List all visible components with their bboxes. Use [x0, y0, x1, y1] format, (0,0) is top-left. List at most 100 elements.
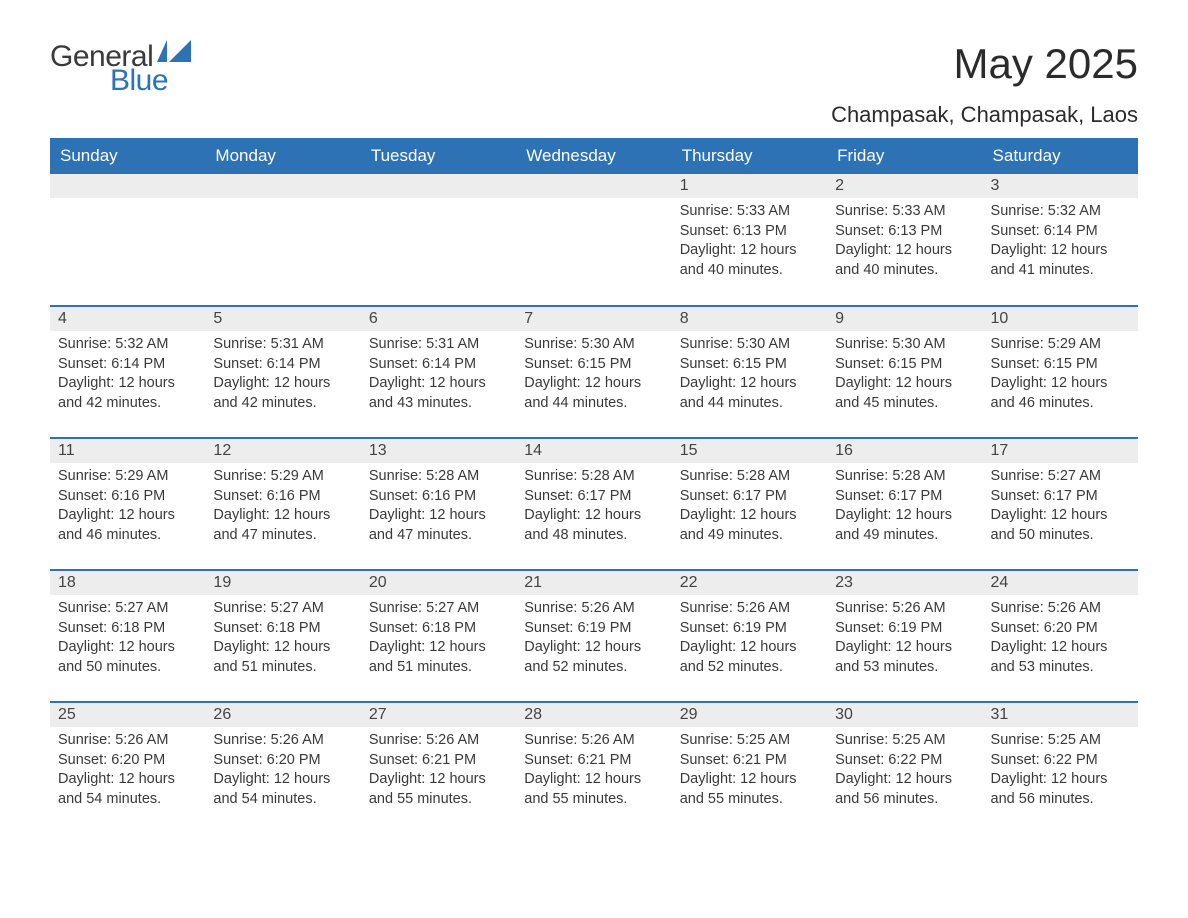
daylight-line2: and 55 minutes. [680, 790, 819, 810]
sunrise-text: Sunrise: 5:32 AM [991, 202, 1130, 222]
day-number: 1 [672, 174, 827, 198]
day-number: 23 [827, 571, 982, 595]
calendar-day-cell: 26Sunrise: 5:26 AMSunset: 6:20 PMDayligh… [205, 702, 360, 834]
day-number: 31 [983, 703, 1138, 727]
sunrise-text: Sunrise: 5:26 AM [835, 599, 974, 619]
sunset-text: Sunset: 6:14 PM [991, 222, 1130, 242]
daylight-line2: and 45 minutes. [835, 394, 974, 414]
day-details: Sunrise: 5:29 AMSunset: 6:16 PMDaylight:… [50, 463, 205, 553]
day-number: 12 [205, 439, 360, 463]
calendar-day-cell: 22Sunrise: 5:26 AMSunset: 6:19 PMDayligh… [672, 570, 827, 702]
daylight-line1: Daylight: 12 hours [835, 241, 974, 261]
calendar-day-cell: 28Sunrise: 5:26 AMSunset: 6:21 PMDayligh… [516, 702, 671, 834]
calendar-day-cell: 4Sunrise: 5:32 AMSunset: 6:14 PMDaylight… [50, 306, 205, 438]
calendar-day-cell: 2Sunrise: 5:33 AMSunset: 6:13 PMDaylight… [827, 174, 982, 306]
day-details: Sunrise: 5:31 AMSunset: 6:14 PMDaylight:… [205, 331, 360, 421]
daylight-line2: and 40 minutes. [835, 261, 974, 281]
sunset-text: Sunset: 6:22 PM [991, 751, 1130, 771]
day-details: Sunrise: 5:26 AMSunset: 6:19 PMDaylight:… [827, 595, 982, 685]
calendar-day-cell: 17Sunrise: 5:27 AMSunset: 6:17 PMDayligh… [983, 438, 1138, 570]
day-details: Sunrise: 5:33 AMSunset: 6:13 PMDaylight:… [672, 198, 827, 288]
day-number: 8 [672, 307, 827, 331]
daylight-line1: Daylight: 12 hours [213, 506, 352, 526]
daylight-line1: Daylight: 12 hours [58, 770, 197, 790]
day-number: 9 [827, 307, 982, 331]
daylight-line2: and 47 minutes. [369, 526, 508, 546]
day-number: 4 [50, 307, 205, 331]
day-number: 6 [361, 307, 516, 331]
weekday-monday: Monday [205, 138, 360, 174]
daylight-line2: and 56 minutes. [991, 790, 1130, 810]
daylight-line1: Daylight: 12 hours [213, 770, 352, 790]
sunset-text: Sunset: 6:15 PM [835, 355, 974, 375]
day-number: 30 [827, 703, 982, 727]
sunset-text: Sunset: 6:14 PM [58, 355, 197, 375]
calendar-day-cell: 5Sunrise: 5:31 AMSunset: 6:14 PMDaylight… [205, 306, 360, 438]
sunrise-text: Sunrise: 5:30 AM [680, 335, 819, 355]
sunset-text: Sunset: 6:21 PM [369, 751, 508, 771]
daylight-line2: and 47 minutes. [213, 526, 352, 546]
daylight-line1: Daylight: 12 hours [835, 638, 974, 658]
sunset-text: Sunset: 6:13 PM [680, 222, 819, 242]
calendar-day-cell: 29Sunrise: 5:25 AMSunset: 6:21 PMDayligh… [672, 702, 827, 834]
sunset-text: Sunset: 6:16 PM [58, 487, 197, 507]
day-details: Sunrise: 5:27 AMSunset: 6:17 PMDaylight:… [983, 463, 1138, 553]
day-details: Sunrise: 5:26 AMSunset: 6:20 PMDaylight:… [983, 595, 1138, 685]
day-number-empty [516, 174, 671, 198]
month-title: May 2025 [831, 40, 1138, 88]
day-details: Sunrise: 5:25 AMSunset: 6:22 PMDaylight:… [827, 727, 982, 817]
day-number: 21 [516, 571, 671, 595]
day-number: 10 [983, 307, 1138, 331]
daylight-line2: and 55 minutes. [369, 790, 508, 810]
sunset-text: Sunset: 6:17 PM [991, 487, 1130, 507]
daylight-line2: and 56 minutes. [835, 790, 974, 810]
calendar-week-row: 4Sunrise: 5:32 AMSunset: 6:14 PMDaylight… [50, 306, 1138, 438]
daylight-line1: Daylight: 12 hours [213, 638, 352, 658]
calendar-day-cell [50, 174, 205, 306]
calendar-table: Sunday Monday Tuesday Wednesday Thursday… [50, 138, 1138, 834]
sunrise-text: Sunrise: 5:29 AM [58, 467, 197, 487]
sunrise-text: Sunrise: 5:26 AM [524, 731, 663, 751]
day-details: Sunrise: 5:30 AMSunset: 6:15 PMDaylight:… [516, 331, 671, 421]
day-number: 29 [672, 703, 827, 727]
sunrise-text: Sunrise: 5:28 AM [680, 467, 819, 487]
sunrise-text: Sunrise: 5:28 AM [369, 467, 508, 487]
calendar-week-row: 11Sunrise: 5:29 AMSunset: 6:16 PMDayligh… [50, 438, 1138, 570]
day-details: Sunrise: 5:28 AMSunset: 6:17 PMDaylight:… [827, 463, 982, 553]
sunset-text: Sunset: 6:18 PM [213, 619, 352, 639]
day-details: Sunrise: 5:26 AMSunset: 6:19 PMDaylight:… [672, 595, 827, 685]
sunrise-text: Sunrise: 5:26 AM [369, 731, 508, 751]
sunset-text: Sunset: 6:14 PM [369, 355, 508, 375]
calendar-day-cell: 27Sunrise: 5:26 AMSunset: 6:21 PMDayligh… [361, 702, 516, 834]
day-details: Sunrise: 5:30 AMSunset: 6:15 PMDaylight:… [827, 331, 982, 421]
sunrise-text: Sunrise: 5:26 AM [524, 599, 663, 619]
daylight-line1: Daylight: 12 hours [213, 374, 352, 394]
sunset-text: Sunset: 6:17 PM [680, 487, 819, 507]
day-number: 3 [983, 174, 1138, 198]
calendar-day-cell: 23Sunrise: 5:26 AMSunset: 6:19 PMDayligh… [827, 570, 982, 702]
day-details: Sunrise: 5:33 AMSunset: 6:13 PMDaylight:… [827, 198, 982, 288]
day-details: Sunrise: 5:29 AMSunset: 6:16 PMDaylight:… [205, 463, 360, 553]
day-number: 5 [205, 307, 360, 331]
day-details: Sunrise: 5:25 AMSunset: 6:22 PMDaylight:… [983, 727, 1138, 817]
daylight-line1: Daylight: 12 hours [680, 374, 819, 394]
sunset-text: Sunset: 6:20 PM [991, 619, 1130, 639]
daylight-line2: and 42 minutes. [58, 394, 197, 414]
day-number: 17 [983, 439, 1138, 463]
day-number: 7 [516, 307, 671, 331]
daylight-line1: Daylight: 12 hours [680, 506, 819, 526]
day-details: Sunrise: 5:27 AMSunset: 6:18 PMDaylight:… [205, 595, 360, 685]
calendar-day-cell: 8Sunrise: 5:30 AMSunset: 6:15 PMDaylight… [672, 306, 827, 438]
sunrise-text: Sunrise: 5:30 AM [835, 335, 974, 355]
daylight-line2: and 51 minutes. [213, 658, 352, 678]
calendar-day-cell: 19Sunrise: 5:27 AMSunset: 6:18 PMDayligh… [205, 570, 360, 702]
day-number: 18 [50, 571, 205, 595]
daylight-line2: and 40 minutes. [680, 261, 819, 281]
sunrise-text: Sunrise: 5:33 AM [835, 202, 974, 222]
calendar-day-cell: 10Sunrise: 5:29 AMSunset: 6:15 PMDayligh… [983, 306, 1138, 438]
day-details: Sunrise: 5:30 AMSunset: 6:15 PMDaylight:… [672, 331, 827, 421]
brand-word-blue: Blue [110, 66, 191, 96]
day-number: 27 [361, 703, 516, 727]
sunset-text: Sunset: 6:22 PM [835, 751, 974, 771]
day-details: Sunrise: 5:32 AMSunset: 6:14 PMDaylight:… [983, 198, 1138, 288]
